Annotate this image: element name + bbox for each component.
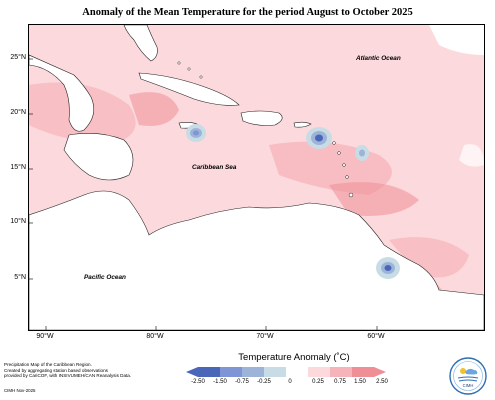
lon-tick-70w: 70°W (256, 333, 274, 340)
land-puerto-rico (293, 121, 312, 128)
warm-anomaly-patch (129, 92, 179, 126)
cimh-logo: CIMH (449, 357, 487, 395)
island (345, 175, 349, 179)
map-canvas (29, 25, 484, 330)
island (348, 192, 354, 198)
legend-tick: -2.50 (191, 379, 205, 385)
legend-swatch (352, 367, 374, 377)
axis-ticks (29, 58, 378, 330)
map-title: Anomaly of the Mean Temperature for the … (82, 7, 413, 18)
legend-swatch (264, 367, 286, 377)
neutral-anomaly-patch (429, 25, 484, 55)
cold-anomaly-lesser-antilles (355, 145, 369, 161)
legend-title: Temperature Anomaly (˚C) (238, 352, 350, 363)
footnote-date: CIMH Nov-2025 (4, 388, 36, 393)
island (199, 75, 203, 79)
logo-text: CIMH (463, 383, 474, 388)
land-yucatan (29, 54, 95, 132)
legend-tick: 0.25 (312, 379, 324, 385)
warm-anomaly-patch (389, 237, 469, 278)
lat-tick-5n: 5°N (14, 274, 26, 281)
lat-tick-25n: 25°N (10, 54, 26, 61)
legend-swatch (186, 367, 198, 377)
label-caribbean-sea: Caribbean Sea (192, 164, 237, 171)
legend-tick: -0.75 (235, 379, 249, 385)
legend-ticks: -2.50 -1.50 -0.75 -0.25 0 0.25 0.75 1.50… (186, 379, 388, 389)
island (332, 141, 336, 145)
legend-swatch (242, 367, 264, 377)
legend-tick: 0.75 (334, 379, 346, 385)
land-hispaniola (240, 110, 283, 126)
legend-swatch (286, 367, 308, 377)
legend-tick: -1.50 (213, 379, 227, 385)
cold-anomaly-puerto-rico (306, 127, 332, 149)
legend-tick: 1.50 (354, 379, 366, 385)
lon-tick-90w: 90°W (36, 333, 54, 340)
warm-anomaly-patch (329, 182, 419, 216)
island (337, 151, 341, 155)
land-cuba (138, 72, 240, 106)
legend-swatch (198, 367, 220, 377)
legend-tick: -0.25 (257, 379, 271, 385)
footnote: Precipitation Map of the Caribbean Regio… (4, 362, 144, 379)
lat-tick-20n: 20°N (10, 109, 26, 116)
footnote-line: provided by CariCOF, with INSIVUMEH/CAN … (4, 373, 132, 379)
island (177, 61, 181, 65)
neutral-anomaly-patch (459, 144, 484, 167)
lon-tick-60w: 60°W (367, 333, 385, 340)
island (187, 67, 191, 71)
lon-tick-80w: 80°W (146, 333, 164, 340)
land-central-america (63, 133, 134, 181)
legend-tick: 0 (288, 379, 292, 385)
label-pacific-ocean: Pacific Ocean (84, 274, 126, 281)
legend-swatch (220, 367, 242, 377)
land-south-america (29, 190, 484, 330)
lat-tick-10n: 10°N (10, 218, 26, 225)
island (342, 163, 346, 167)
footnote-line: Created by aggregating station based obs… (4, 367, 108, 373)
legend-swatch (330, 367, 352, 377)
lat-tick-15n: 15°N (10, 164, 26, 171)
legend-swatch (374, 367, 386, 377)
land-florida (123, 25, 158, 62)
footnote-line: Precipitation Map of the Caribbean Regio… (4, 362, 92, 367)
legend-swatch (308, 367, 330, 377)
label-atlantic-ocean: Atlantic Ocean (356, 55, 401, 62)
legend-tick: 2.50 (376, 379, 388, 385)
cold-anomaly-guyana (376, 257, 400, 279)
map-panel[interactable]: Atlantic Ocean Caribbean Sea Pacific Oce… (28, 24, 485, 331)
cold-anomaly-jamaica (186, 124, 206, 142)
legend-colorbar (186, 367, 386, 377)
